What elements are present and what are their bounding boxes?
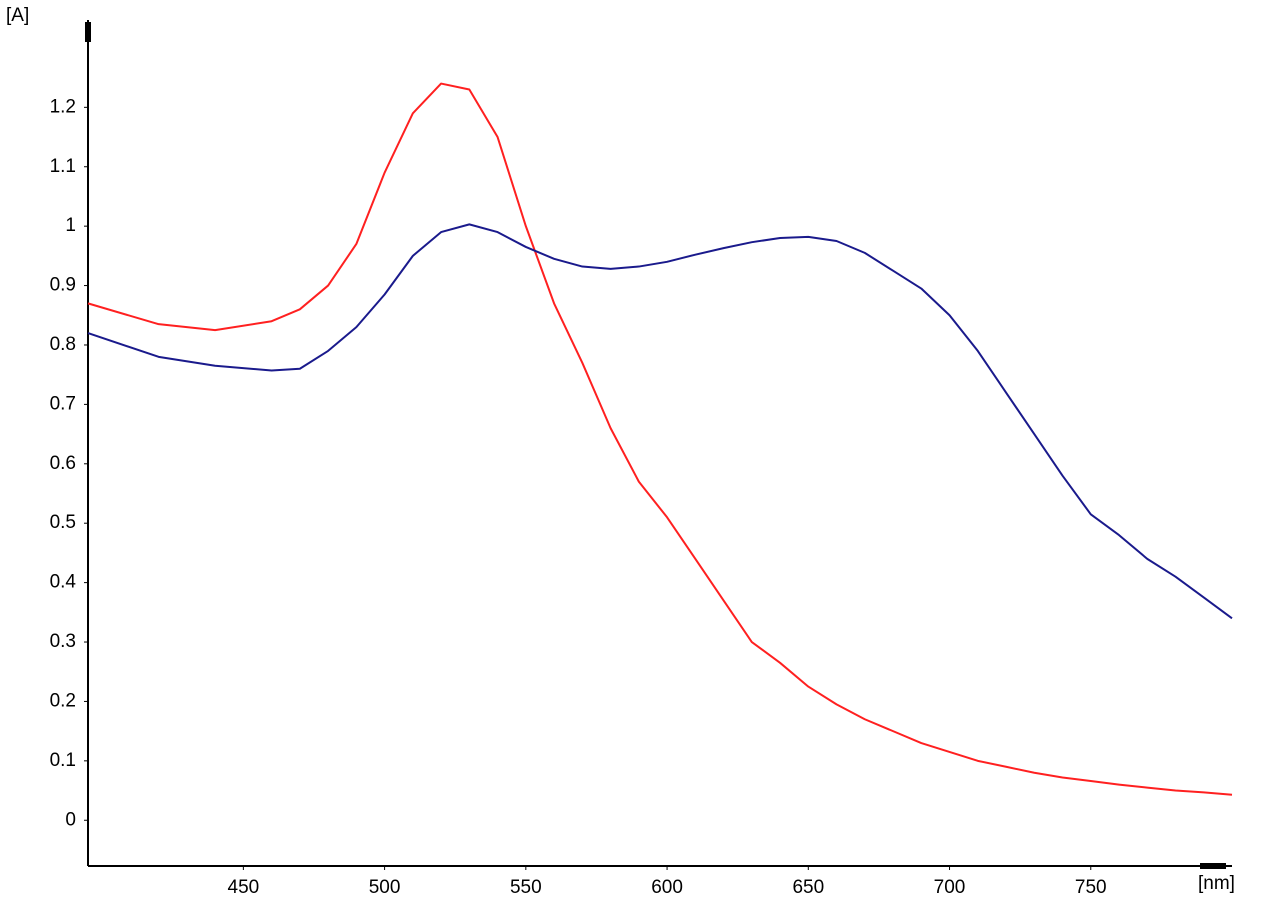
x-tick-label: 750	[1075, 877, 1107, 898]
y-axis-arrow	[85, 22, 91, 42]
line-series	[87, 223, 1233, 620]
y-tick-label: 0.2	[50, 690, 76, 711]
y-tick-label: 1	[65, 215, 76, 236]
y-tick-label: 0.9	[50, 275, 76, 296]
y-tick-label: 0.5	[50, 512, 76, 533]
x-tick-label: 650	[792, 877, 824, 898]
y-tick-label: 1.1	[50, 156, 76, 177]
x-tick-label: 700	[934, 877, 966, 898]
line-series	[87, 82, 1233, 796]
x-axis-arrow	[1200, 863, 1226, 869]
y-axis-label: [A]	[6, 5, 29, 26]
y-tick-label: 0	[65, 809, 76, 830]
x-axis-label: [nm]	[1198, 873, 1235, 894]
x-tick-label: 550	[510, 877, 542, 898]
y-tick-label: 0.7	[50, 393, 76, 414]
y-tick-label: 1.2	[50, 96, 76, 117]
y-tick-label: 0.1	[50, 750, 76, 771]
y-tick-label: 0.8	[50, 334, 76, 355]
x-tick-label: 600	[651, 877, 683, 898]
y-tick-label: 0.4	[50, 572, 77, 593]
y-tick-label: 0.3	[50, 631, 76, 652]
y-tick-label: 0.6	[50, 453, 76, 474]
x-tick-label: 450	[228, 877, 260, 898]
x-tick-label: 500	[369, 877, 401, 898]
